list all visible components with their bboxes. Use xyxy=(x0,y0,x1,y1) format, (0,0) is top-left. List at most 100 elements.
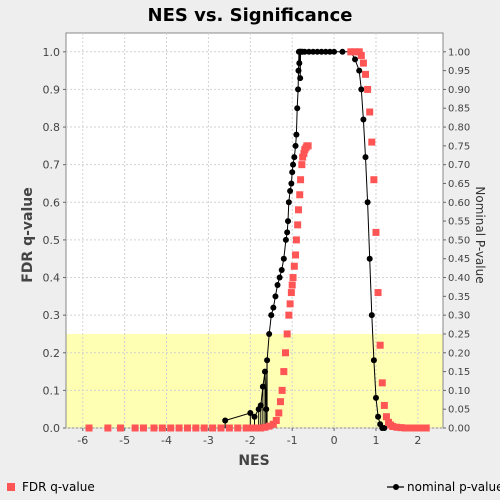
fdr-q-point xyxy=(370,176,378,184)
nominal-p-point xyxy=(278,267,285,273)
nominal-p-point xyxy=(301,48,308,55)
fdr-q-point xyxy=(401,424,409,432)
nominal-p-point xyxy=(366,255,373,262)
y-right-tick-label: 0.85 xyxy=(448,104,470,115)
y-right-tick-label: 0.95 xyxy=(448,66,470,77)
y-right-tick-label: 0.20 xyxy=(448,348,470,359)
nominal-p-point xyxy=(356,67,363,74)
nominal-p-point xyxy=(222,417,229,424)
fdr-q-point xyxy=(414,424,422,432)
y-right-tick-label: 1.00 xyxy=(448,47,470,58)
y-tick-label: 0.7 xyxy=(43,159,61,172)
fdr-q-point xyxy=(234,424,242,432)
fdr-q-point xyxy=(364,85,372,93)
nominal-p-point xyxy=(375,413,382,420)
y-axis-label: FDR q-value xyxy=(20,187,36,283)
nominal-p-point xyxy=(272,293,279,300)
y-right-tick-label: 0.45 xyxy=(448,254,470,265)
nominal-p-point xyxy=(292,142,299,149)
nominal-p-point xyxy=(381,425,388,431)
fdr-q-point xyxy=(366,108,374,116)
y-right-tick-label: 0.90 xyxy=(448,85,470,96)
y-right-tick-label: 0.35 xyxy=(448,292,470,303)
plot-area xyxy=(65,32,444,429)
fdr-q-point xyxy=(300,149,308,157)
y-tick-label: 0.1 xyxy=(43,384,61,397)
y-tick-label: 0.8 xyxy=(43,121,61,134)
fdr-q-point xyxy=(298,161,306,169)
fdr-q-point xyxy=(272,416,280,424)
nominal-p-point xyxy=(289,169,296,176)
fdr-q-point xyxy=(269,420,277,428)
fdr-q-point xyxy=(175,424,183,432)
nominal-p-point xyxy=(297,75,304,82)
nominal-p-point xyxy=(251,413,258,420)
y-right-tick-label: 0.10 xyxy=(448,386,470,397)
y-right-tick-label: 0.15 xyxy=(448,367,470,378)
nominal-p-point xyxy=(285,218,292,225)
y-right-tick-label: 0.00 xyxy=(448,424,470,435)
y-tick-label: 0.2 xyxy=(43,347,61,360)
fdr-q-point xyxy=(253,424,261,432)
nominal-p-point xyxy=(285,199,292,206)
x-tick-label: -1 xyxy=(287,434,298,447)
fdr-q-point xyxy=(292,251,300,259)
x-axis-label: NES xyxy=(238,453,269,469)
x-tick-label: -6 xyxy=(77,434,88,447)
fdr-q-point xyxy=(150,424,158,432)
fdr-q-point xyxy=(276,398,284,406)
fdr-q-point xyxy=(85,424,93,432)
fdr-q-point xyxy=(278,386,286,394)
fdr-q-point xyxy=(297,176,305,184)
fdr-q-point xyxy=(380,401,388,409)
nominal-p-point xyxy=(362,154,369,161)
fdr-q-point xyxy=(139,424,147,432)
fdr-q-point xyxy=(410,424,418,432)
fdr-q-point xyxy=(288,281,296,289)
nominal-p-point xyxy=(288,180,295,187)
nominal-p-point xyxy=(261,368,268,375)
nominal-p-point xyxy=(284,229,291,236)
y-tick-label: 0.4 xyxy=(43,272,61,285)
fdr-q-point xyxy=(275,409,283,417)
nominal-p-point xyxy=(364,199,371,206)
fdr-q-point xyxy=(382,413,390,421)
y-right-tick-label: 0.50 xyxy=(448,235,470,246)
nominal-p-point xyxy=(270,304,277,311)
nominal-p-point xyxy=(282,236,289,243)
nominal-p-point xyxy=(326,48,333,55)
nominal-p-point xyxy=(352,56,359,63)
nominal-p-point xyxy=(360,116,367,123)
nominal-p-point xyxy=(314,48,321,55)
fdr-q-point xyxy=(304,142,312,150)
fdr-q-point xyxy=(183,424,191,432)
fdr-q-point xyxy=(362,70,370,78)
y-right-tick-label: 0.80 xyxy=(448,123,470,134)
fdr-q-point xyxy=(389,422,397,430)
fdr-q-point xyxy=(351,48,359,56)
nominal-p-point xyxy=(291,154,298,161)
nominal-p-point xyxy=(370,357,377,364)
nominal-p-point xyxy=(294,105,301,112)
fdr-q-point xyxy=(374,289,382,297)
fdr-q-point xyxy=(287,289,295,297)
nominal-p-point xyxy=(331,48,338,55)
fdr-q-point xyxy=(192,424,200,432)
nominal-p-point xyxy=(247,409,254,416)
nominal-p-point xyxy=(264,357,271,364)
fdr-q-point xyxy=(368,138,376,146)
nominal-p-point xyxy=(368,312,375,319)
y-right-tick-label: 0.40 xyxy=(448,273,470,284)
nominal-p-point xyxy=(274,282,281,289)
fdr-q-point xyxy=(209,424,217,432)
axis-ticks: -6 -5 -4 -3 -2 -1 0 1 20.00.10.20.30.40.50.60.70… xyxy=(43,46,471,447)
y-tick-label: 0.5 xyxy=(43,234,61,247)
fdr-q-point xyxy=(280,368,288,376)
fdr-q-point xyxy=(359,59,367,67)
nominal-p-point xyxy=(305,48,312,55)
nominal-p-point xyxy=(266,330,273,337)
x-tick-label: -2 xyxy=(245,434,256,447)
y-right-tick-label: 0.05 xyxy=(448,405,470,416)
nominal-p-point xyxy=(295,67,302,74)
